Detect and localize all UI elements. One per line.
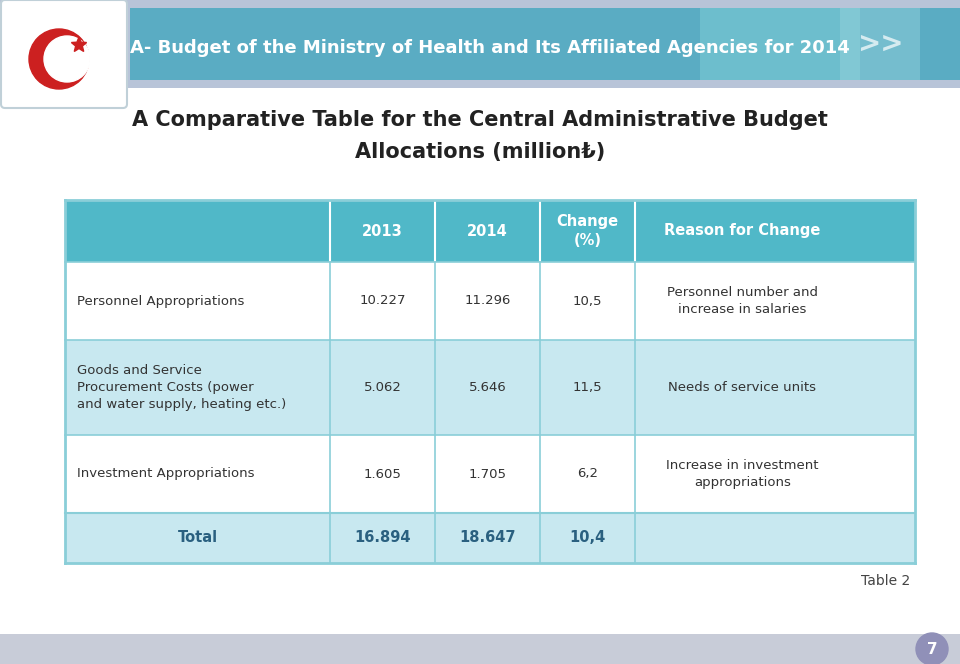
Text: 18.647: 18.647 — [459, 531, 516, 546]
Text: 5.646: 5.646 — [468, 381, 506, 394]
Text: 11.296: 11.296 — [465, 295, 511, 307]
Circle shape — [44, 36, 90, 82]
Text: 16.894: 16.894 — [354, 531, 411, 546]
Text: Change
(%): Change (%) — [557, 214, 618, 248]
Bar — [0, 634, 960, 664]
Circle shape — [29, 29, 89, 89]
Text: 1.605: 1.605 — [364, 467, 401, 481]
Text: 2013: 2013 — [362, 224, 403, 238]
Text: Table 2: Table 2 — [861, 574, 910, 588]
Text: 2014: 2014 — [468, 224, 508, 238]
Text: 10,5: 10,5 — [573, 295, 602, 307]
Text: Personnel number and
increase in salaries: Personnel number and increase in salarie… — [667, 286, 818, 316]
Text: 10.227: 10.227 — [359, 295, 406, 307]
Text: Total: Total — [178, 531, 218, 546]
Text: 10,4: 10,4 — [569, 531, 606, 546]
Text: Reason for Change: Reason for Change — [664, 224, 821, 238]
Text: Personnel Appropriations: Personnel Appropriations — [77, 295, 245, 307]
Text: >>: >> — [856, 30, 903, 58]
Text: 7: 7 — [926, 641, 937, 657]
Polygon shape — [71, 37, 86, 52]
Text: Investment Appropriations: Investment Appropriations — [77, 467, 254, 481]
Text: 1.705: 1.705 — [468, 467, 507, 481]
Bar — [65, 435, 915, 513]
Bar — [65, 340, 915, 435]
Text: Needs of service units: Needs of service units — [668, 381, 817, 394]
Circle shape — [916, 633, 948, 664]
Bar — [840, 8, 920, 80]
Text: Allocations (million₺): Allocations (million₺) — [355, 142, 605, 162]
Bar — [65, 200, 915, 262]
FancyBboxPatch shape — [1, 0, 127, 108]
Bar — [65, 513, 915, 563]
Text: 5.062: 5.062 — [364, 381, 401, 394]
Bar — [700, 8, 860, 80]
Text: Increase in investment
appropriations: Increase in investment appropriations — [666, 459, 819, 489]
Text: 6,2: 6,2 — [577, 467, 598, 481]
Bar — [65, 262, 915, 340]
Bar — [0, 0, 960, 88]
Text: A Comparative Table for the Central Administrative Budget: A Comparative Table for the Central Admi… — [132, 110, 828, 130]
Text: 11,5: 11,5 — [573, 381, 602, 394]
Bar — [130, 8, 960, 80]
Text: Goods and Service
Procurement Costs (power
and water supply, heating etc.): Goods and Service Procurement Costs (pow… — [77, 364, 286, 411]
Text: A- Budget of the Ministry of Health and Its Affiliated Agencies for 2014: A- Budget of the Ministry of Health and … — [131, 39, 850, 57]
